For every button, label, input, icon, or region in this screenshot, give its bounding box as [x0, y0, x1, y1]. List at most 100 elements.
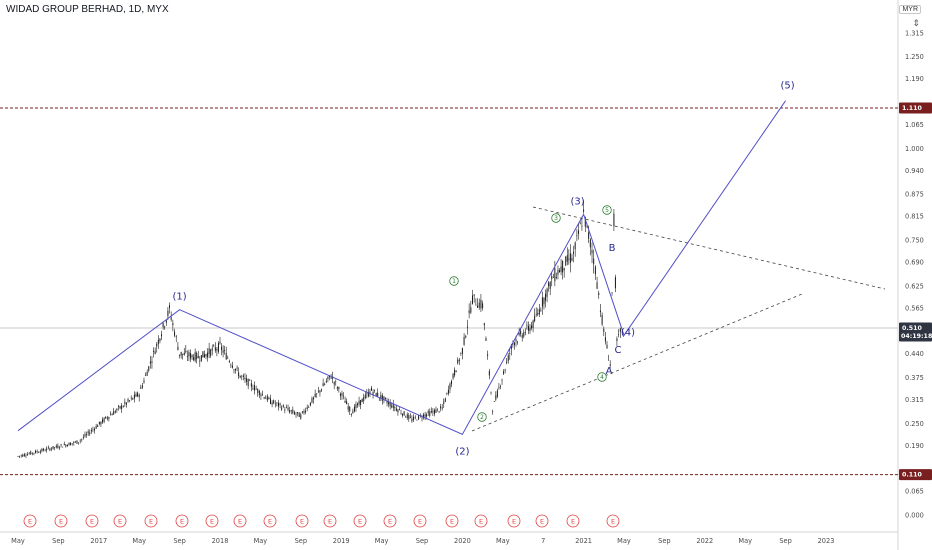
earnings-marker[interactable]	[54, 514, 68, 528]
candle-body	[79, 440, 81, 442]
candle-body	[447, 389, 449, 394]
earnings-marker[interactable]	[263, 514, 277, 528]
candle-body	[263, 397, 265, 399]
candle-body	[560, 266, 562, 272]
candle-body	[68, 442, 70, 446]
earnings-marker[interactable]	[566, 514, 580, 528]
candle-body	[87, 431, 89, 434]
candle-body	[468, 310, 470, 314]
candle-body	[482, 303, 484, 309]
candle-body	[301, 411, 303, 413]
earnings-marker-label: E	[540, 518, 544, 526]
earnings-marker[interactable]	[323, 514, 337, 528]
earnings-marker[interactable]	[383, 514, 397, 528]
candle-body	[475, 304, 477, 306]
price-tick-label: 0.815	[905, 213, 924, 221]
candle-body	[103, 418, 105, 422]
candle-body	[546, 288, 548, 297]
current-price-tag-text: 0.510	[902, 325, 923, 332]
candle-body	[282, 405, 284, 408]
candle-body	[254, 385, 256, 391]
candle-body	[122, 406, 124, 408]
candle-body	[22, 454, 24, 457]
candle-body	[349, 406, 351, 412]
candle-body	[119, 406, 121, 409]
candle-body	[355, 404, 357, 409]
earnings-marker[interactable]	[295, 514, 309, 528]
candle-body	[149, 361, 151, 364]
candle-body	[551, 275, 553, 280]
candle-body	[189, 353, 191, 359]
candle-body	[611, 292, 613, 293]
candle-body	[440, 406, 442, 409]
candle-body	[113, 411, 115, 415]
price-scale[interactable]: 1.315 1.250 1.190 1.065 1.000 0.940 0.875 0.815…	[897, 0, 924, 550]
candle-body	[308, 406, 310, 408]
time-scale[interactable]: May Sep 2017 May Sep 2018 May Sep 2019 May Sep 2020…	[0, 531, 898, 545]
earnings-marker[interactable]	[507, 514, 521, 528]
collapse-arrows-icon[interactable]: ⇕	[912, 18, 920, 28]
upper-trendline[interactable]	[532, 206, 886, 290]
candle-body	[133, 394, 135, 399]
earnings-marker[interactable]	[144, 514, 158, 528]
candle-body	[427, 411, 429, 414]
candle-body	[480, 299, 482, 309]
candle-body	[406, 414, 408, 418]
earnings-marker[interactable]	[606, 514, 620, 528]
candle-body	[203, 354, 205, 358]
price-tick-label: 1.065	[905, 121, 924, 129]
candle-body	[562, 260, 564, 273]
candle-body	[485, 338, 487, 341]
price-tick-label: 0.625	[905, 282, 924, 290]
candle-body	[568, 258, 570, 260]
candle-body	[106, 417, 108, 419]
earnings-marker[interactable]	[175, 514, 189, 528]
candle-body	[409, 416, 411, 418]
candle-body	[618, 334, 620, 335]
candle-body	[566, 255, 568, 262]
earnings-marker[interactable]	[85, 514, 99, 528]
elliott-wave-drawings[interactable]: (1) (2) (3) (4) (5) 1 2 3 4 5 A B C	[17, 81, 886, 458]
elliott-wave-path[interactable]	[17, 100, 787, 435]
candle-body	[375, 393, 377, 397]
candle-body	[609, 364, 611, 366]
candle-body	[432, 411, 434, 413]
candle-body	[297, 412, 299, 414]
earnings-marker[interactable]	[113, 514, 127, 528]
candle-body	[383, 396, 385, 400]
candle-body	[501, 379, 503, 381]
candle-body	[583, 209, 585, 212]
candle-body	[159, 338, 161, 342]
candle-body	[548, 282, 550, 287]
earnings-marker[interactable]	[445, 514, 459, 528]
candle-body	[76, 440, 78, 444]
candle-body	[455, 370, 457, 373]
candle-body	[606, 344, 608, 349]
candle-body	[584, 217, 586, 227]
candle-body	[579, 223, 581, 225]
earnings-marker[interactable]	[23, 514, 37, 528]
currency-badge[interactable]: MYR	[899, 5, 921, 14]
candle-body	[492, 411, 494, 413]
candle-body	[105, 416, 107, 419]
candle-body	[292, 409, 294, 413]
candle-body	[289, 410, 291, 413]
earnings-marker[interactable]	[353, 514, 367, 528]
candle-body	[397, 409, 399, 413]
earnings-marker[interactable]	[233, 514, 247, 528]
earnings-marker[interactable]	[205, 514, 219, 528]
earnings-marker[interactable]	[474, 514, 488, 528]
candle-body	[281, 407, 283, 410]
candle-body	[148, 366, 150, 371]
earnings-marker[interactable]	[413, 514, 427, 528]
time-tick-label: May	[375, 537, 389, 545]
candle-body	[517, 341, 519, 343]
candle-body	[392, 403, 394, 408]
time-tick-label: Sep	[295, 537, 307, 545]
candle-body	[137, 392, 139, 397]
candle-body	[563, 268, 565, 271]
earnings-marker[interactable]	[535, 514, 549, 528]
time-tick-label: Sep	[416, 537, 428, 545]
